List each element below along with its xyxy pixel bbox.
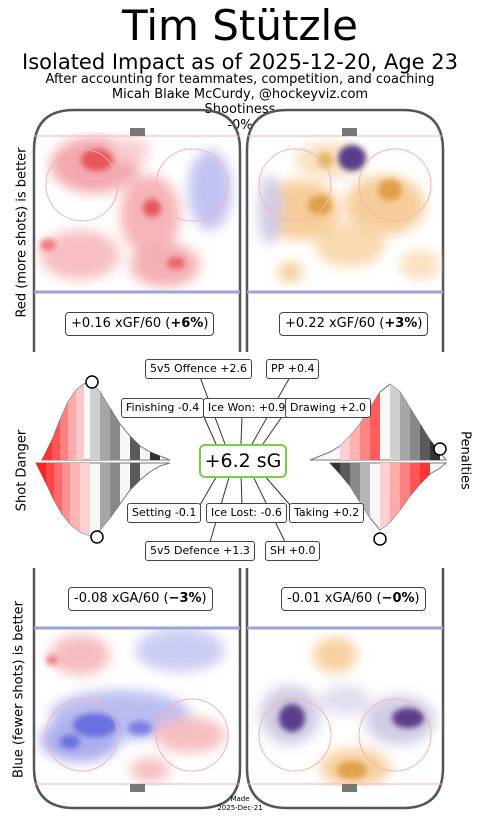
stat-bottom-left-pct: −3% [168,591,202,606]
shootiness-value: -0% [227,118,253,133]
stat-bottom-left: -0.08 xGA/60 (−3%) [68,587,213,611]
stat-bottom-right: -0.01 xGA/60 (−0%) [281,587,426,611]
component-finishing: Finishing -0.4 [121,398,205,418]
component-ev-offence: 5v5 Offence +2.6 [145,359,253,379]
danger-marker-for [85,375,99,389]
component-setting: Setting -0.1 [127,503,202,523]
stat-top-right: +0.22 xGF/60 (+3%) [279,312,429,336]
footer-date: 2025-Dec-21 [217,804,263,812]
component-ice-lost: Ice Lost: -0.6 [206,503,287,523]
stat-bottom-right-close: ) [414,591,420,606]
stat-top-right-close: ) [417,316,423,331]
heatmap-bottom-left [40,628,225,782]
component-drawing: Drawing +2.0 [285,398,371,418]
heatmap-top-left [40,137,232,287]
heatmap-bottom-right [260,637,435,786]
page-title: Tim Stützle [121,1,359,50]
stat-top-right-value: +0.22 xGF/60 ( [285,316,385,331]
danger-marker-against [90,530,104,544]
component-ev-defence: 5v5 Defence +1.3 [145,541,255,561]
label-penalties: Penalties [457,431,473,490]
stat-top-left-close: ) [203,316,209,331]
footer-made: Made [230,795,250,803]
page-subtitle: Isolated Impact as of 2025-12-20, Age 23 [22,50,458,74]
total-impact: +6.2 sG [199,444,287,478]
heatmap-top-right [258,142,440,282]
rink-top-right [245,108,445,352]
component-pp: PP +0.4 [266,359,320,379]
author-credit: Micah Blake McCurdy, @hockeyviz.com [111,87,369,102]
stat-top-left-pct: +6% [170,316,204,331]
penalty-marker-drawn [433,442,447,456]
label-blue-better: Blue (fewer shots) is better [11,601,27,778]
stat-top-right-pct: +3% [384,316,418,331]
rink-bottom-right [245,568,445,810]
penalty-marker-taken [373,532,387,546]
rink-bottom-left [32,568,242,810]
penalties-histogram [309,383,448,546]
stat-top-left: +0.16 xGF/60 (+6%) [65,312,215,336]
stat-top-left-value: +0.16 xGF/60 ( [71,316,171,331]
label-shot-danger: Shot Danger [14,429,30,512]
label-red-better: Red (more shots) is better [14,147,30,318]
component-sh: SH +0.0 [265,541,321,561]
stat-bottom-left-close: ) [201,591,207,606]
component-ice-won: Ice Won: +0.9 [203,398,291,418]
stat-bottom-right-value: -0.01 xGA/60 ( [287,591,382,606]
stat-bottom-left-value: -0.08 xGA/60 ( [74,591,169,606]
method-note: After accounting for teammates, competit… [45,72,435,87]
stat-bottom-right-pct: −0% [381,591,415,606]
rink-top-left [32,108,242,352]
component-taking: Taking +0.2 [289,503,365,523]
shot-danger-histogram [35,375,172,544]
